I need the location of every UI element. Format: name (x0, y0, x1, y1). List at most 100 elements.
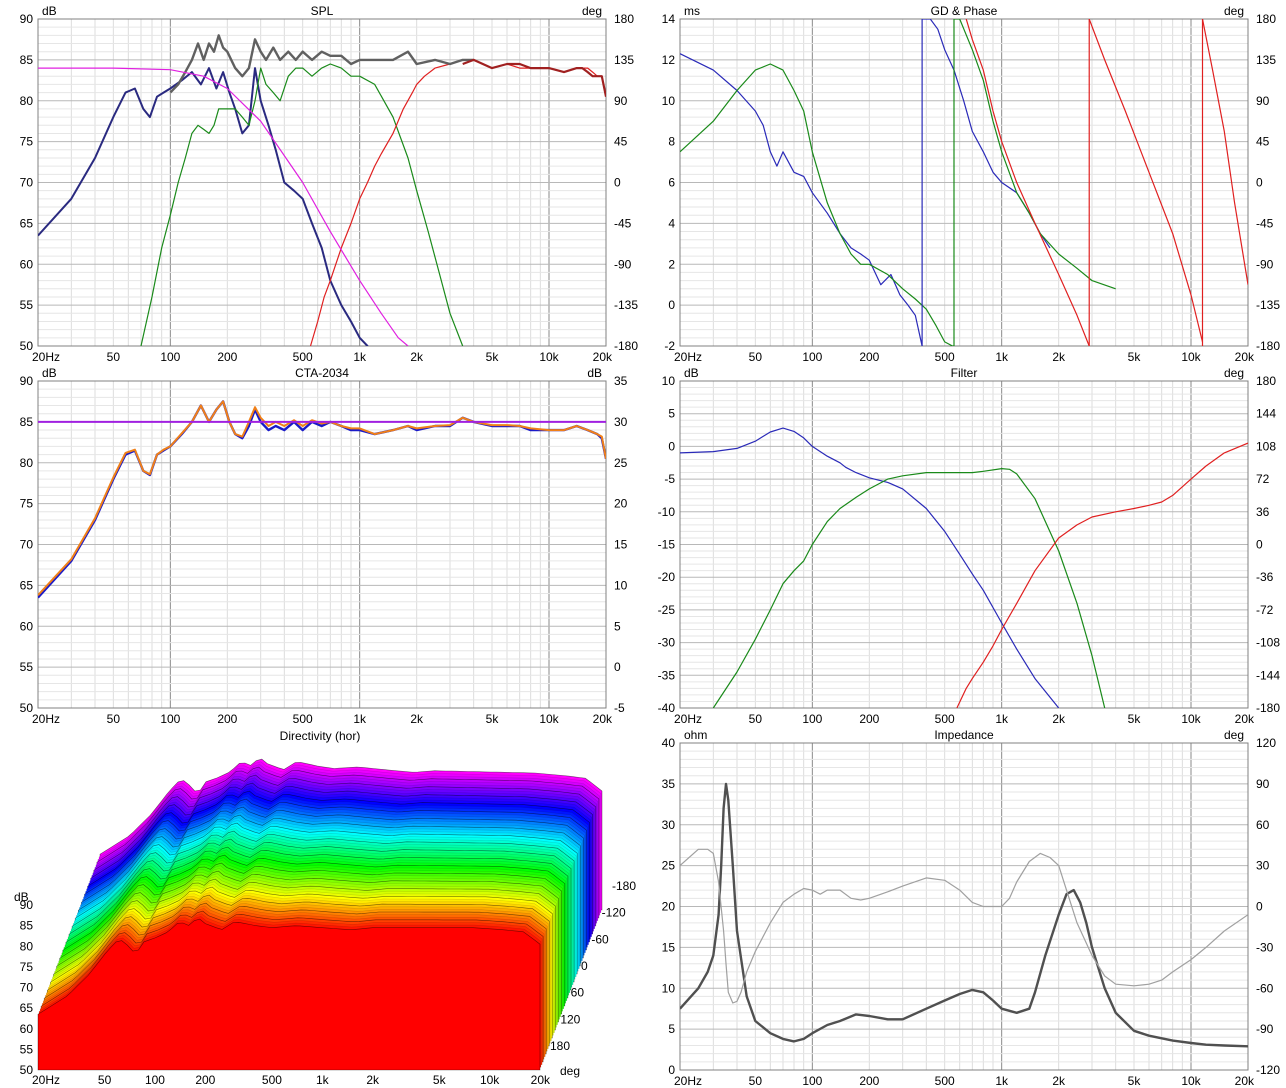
y-tick-label: 75 (20, 497, 34, 511)
y-tick-label: 90 (20, 374, 34, 388)
y2-tick-label: 25 (614, 456, 628, 470)
x-tick-label: 20Hz (32, 350, 60, 364)
y-tick-label: 5 (668, 407, 675, 421)
series-line-cta_orange (38, 400, 606, 596)
y2-tick-label: 180 (1256, 12, 1276, 26)
spl-chart: 90 85 80 75 70 65 60 55 50 180 135 90 45 0 -45 -90 -135 -… (20, 4, 639, 364)
y2-tick-label: -72 (1256, 603, 1274, 617)
x-tick-label: 5k (1128, 350, 1142, 364)
series-line-mid_wrap (954, 19, 1116, 290)
y2-tick-label: -60 (1256, 981, 1274, 995)
y2-tick-label: -36 (1256, 570, 1274, 584)
y-tick-label: 0 (668, 439, 675, 453)
y2-tick-label: -5 (614, 701, 625, 715)
cta-series (38, 400, 606, 599)
x-tick-label: 100 (145, 1073, 165, 1087)
angle-tick-label: 120 (560, 1012, 580, 1026)
series-line-imp_phase (680, 848, 1248, 1004)
y-axis-unit: ms (684, 4, 700, 18)
y-tick-label: 70 (20, 176, 34, 190)
y-axis-unit: dB (14, 890, 29, 904)
x-tick-label: 20Hz (674, 712, 702, 726)
y2-tick-label: 108 (1256, 439, 1276, 453)
y-tick-label: 20 (662, 900, 676, 914)
y-tick-label: -10 (658, 505, 676, 519)
y-tick-label: 15 (662, 940, 676, 954)
y2-axis-unit: deg (1224, 728, 1244, 742)
y2-tick-label: 35 (614, 374, 628, 388)
y-axis-unit: dB (684, 366, 699, 380)
x-tick-label: 10k (539, 350, 559, 364)
y-tick-label: -2 (664, 339, 675, 353)
y2-tick-label: -135 (614, 298, 638, 312)
impedance-series (680, 782, 1248, 1048)
angle-axis-unit: deg (560, 1064, 580, 1078)
x-tick-label: 5k (486, 350, 500, 364)
spl-series (38, 34, 606, 346)
y-tick-label: 14 (662, 12, 676, 26)
plot-frame (679, 380, 1249, 709)
gd-phase-chart: 14121086420-218013590450-45-90-135-18020… (662, 4, 1281, 364)
series-line-sum_dark (462, 58, 606, 97)
y-tick-label: 25 (662, 859, 676, 873)
y2-tick-label: 30 (614, 415, 628, 429)
x-tick-label: 200 (859, 1074, 879, 1088)
x-tick-label: 100 (802, 712, 822, 726)
series-line-target (38, 67, 409, 346)
y-tick-label: -20 (658, 570, 676, 584)
y-tick-label: 60 (20, 257, 34, 271)
y2-tick-label: 36 (1256, 505, 1270, 519)
y-tick-label: 65 (20, 1001, 34, 1015)
y-tick-label: 10 (662, 94, 676, 108)
angle-tick-label: 180 (550, 1039, 570, 1053)
x-tick-label: 500 (293, 350, 313, 364)
directivity-chart: Directivity (hor) 90 85 80 75 70 65 60 55 50 dB 20H… (14, 729, 636, 1087)
y-tick-label: 75 (20, 135, 34, 149)
series-line-mid (140, 63, 464, 346)
chart-title: GD & Phase (931, 4, 998, 18)
y-tick-label: 2 (668, 257, 675, 271)
y2-tick-label: 90 (614, 94, 628, 108)
y-tick-label: 0 (668, 1063, 675, 1077)
angle-tick-label: -60 (591, 932, 609, 946)
chart-title: CTA-2034 (295, 366, 349, 380)
filter-grid (679, 380, 1249, 709)
y2-tick-label: 0 (1256, 538, 1263, 552)
y-tick-label: 55 (20, 298, 34, 312)
series-line-tweeter_wrap (1088, 19, 1204, 343)
y-tick-label: 4 (668, 216, 675, 230)
x-tick-label: 20k (531, 1073, 551, 1087)
x-tick-label: 50 (749, 1074, 763, 1088)
y-axis-unit: ohm (684, 728, 707, 742)
x-tick-label: 5k (1128, 1074, 1142, 1088)
y2-tick-label: 180 (614, 12, 634, 26)
y-tick-label: -15 (658, 538, 676, 552)
x-tick-label: 2k (410, 712, 424, 726)
y-tick-label: 90 (20, 898, 34, 912)
x-tick-label: 50 (749, 712, 763, 726)
y2-tick-label: -180 (1256, 339, 1280, 353)
y2-tick-label: 20 (614, 497, 628, 511)
y-tick-label: 50 (20, 339, 34, 353)
series-line-mid (712, 468, 1106, 708)
y-tick-label: 90 (20, 12, 34, 26)
y2-tick-label: -45 (1256, 216, 1274, 230)
angle-tick-label: -120 (602, 906, 626, 920)
y2-tick-label: -135 (1256, 298, 1280, 312)
y2-tick-label: 135 (614, 53, 634, 67)
y-tick-label: 50 (20, 1063, 34, 1077)
filter-series (680, 427, 1248, 708)
angle-tick-label: 60 (571, 986, 585, 1000)
x-tick-label: 2k (410, 350, 424, 364)
y-tick-label: 10 (662, 374, 676, 388)
x-tick-label: 2k (366, 1073, 380, 1087)
x-tick-label: 100 (802, 350, 822, 364)
series-line-tweeter_wrap2 (1201, 19, 1248, 285)
y-tick-label: 65 (20, 216, 34, 230)
x-tick-label: 10k (480, 1073, 500, 1087)
y-tick-label: -35 (658, 668, 676, 682)
y2-tick-label: 120 (1256, 736, 1276, 750)
y-tick-label: 85 (20, 53, 34, 67)
x-tick-label: 500 (262, 1073, 282, 1087)
